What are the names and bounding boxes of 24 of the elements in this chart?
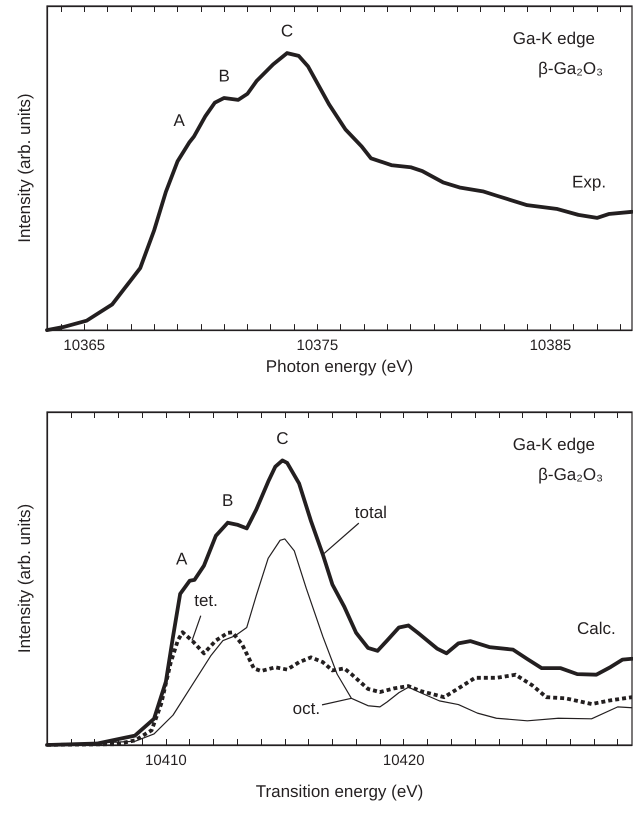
annotation: Calc. bbox=[576, 619, 616, 638]
annotation: β-Ga₂O₃ bbox=[538, 465, 604, 484]
annotation: B bbox=[222, 491, 234, 510]
text: Ga-K edge bbox=[512, 29, 596, 48]
annotation: oct. bbox=[292, 698, 320, 718]
annotation: C bbox=[276, 428, 289, 448]
annotation: Exp. bbox=[572, 172, 606, 192]
annotation: B bbox=[218, 66, 230, 86]
annotation: tet. bbox=[194, 591, 218, 610]
x-tick-label: 10365 bbox=[63, 337, 106, 354]
x-tick-label: 10410 bbox=[145, 752, 187, 769]
x-tick-label: 10375 bbox=[296, 337, 338, 354]
annotation: C bbox=[280, 22, 294, 41]
annotation: A bbox=[176, 549, 188, 568]
x-tick-label: 10385 bbox=[530, 337, 572, 354]
y-axis-title: Intensity (arb. units) bbox=[15, 93, 34, 243]
annotation: A bbox=[174, 111, 186, 130]
x-axis-title: Photon energy (eV) bbox=[266, 357, 414, 376]
annotation: β-Ga₂O₃ bbox=[538, 59, 604, 78]
text: Ga-K edge bbox=[512, 435, 596, 454]
x-axis-title: Transition energy (eV) bbox=[256, 782, 424, 801]
x-tick-label: 10420 bbox=[382, 752, 425, 769]
annotation: total bbox=[354, 503, 387, 522]
y-axis-title: Intensity (arb. units) bbox=[15, 504, 34, 654]
